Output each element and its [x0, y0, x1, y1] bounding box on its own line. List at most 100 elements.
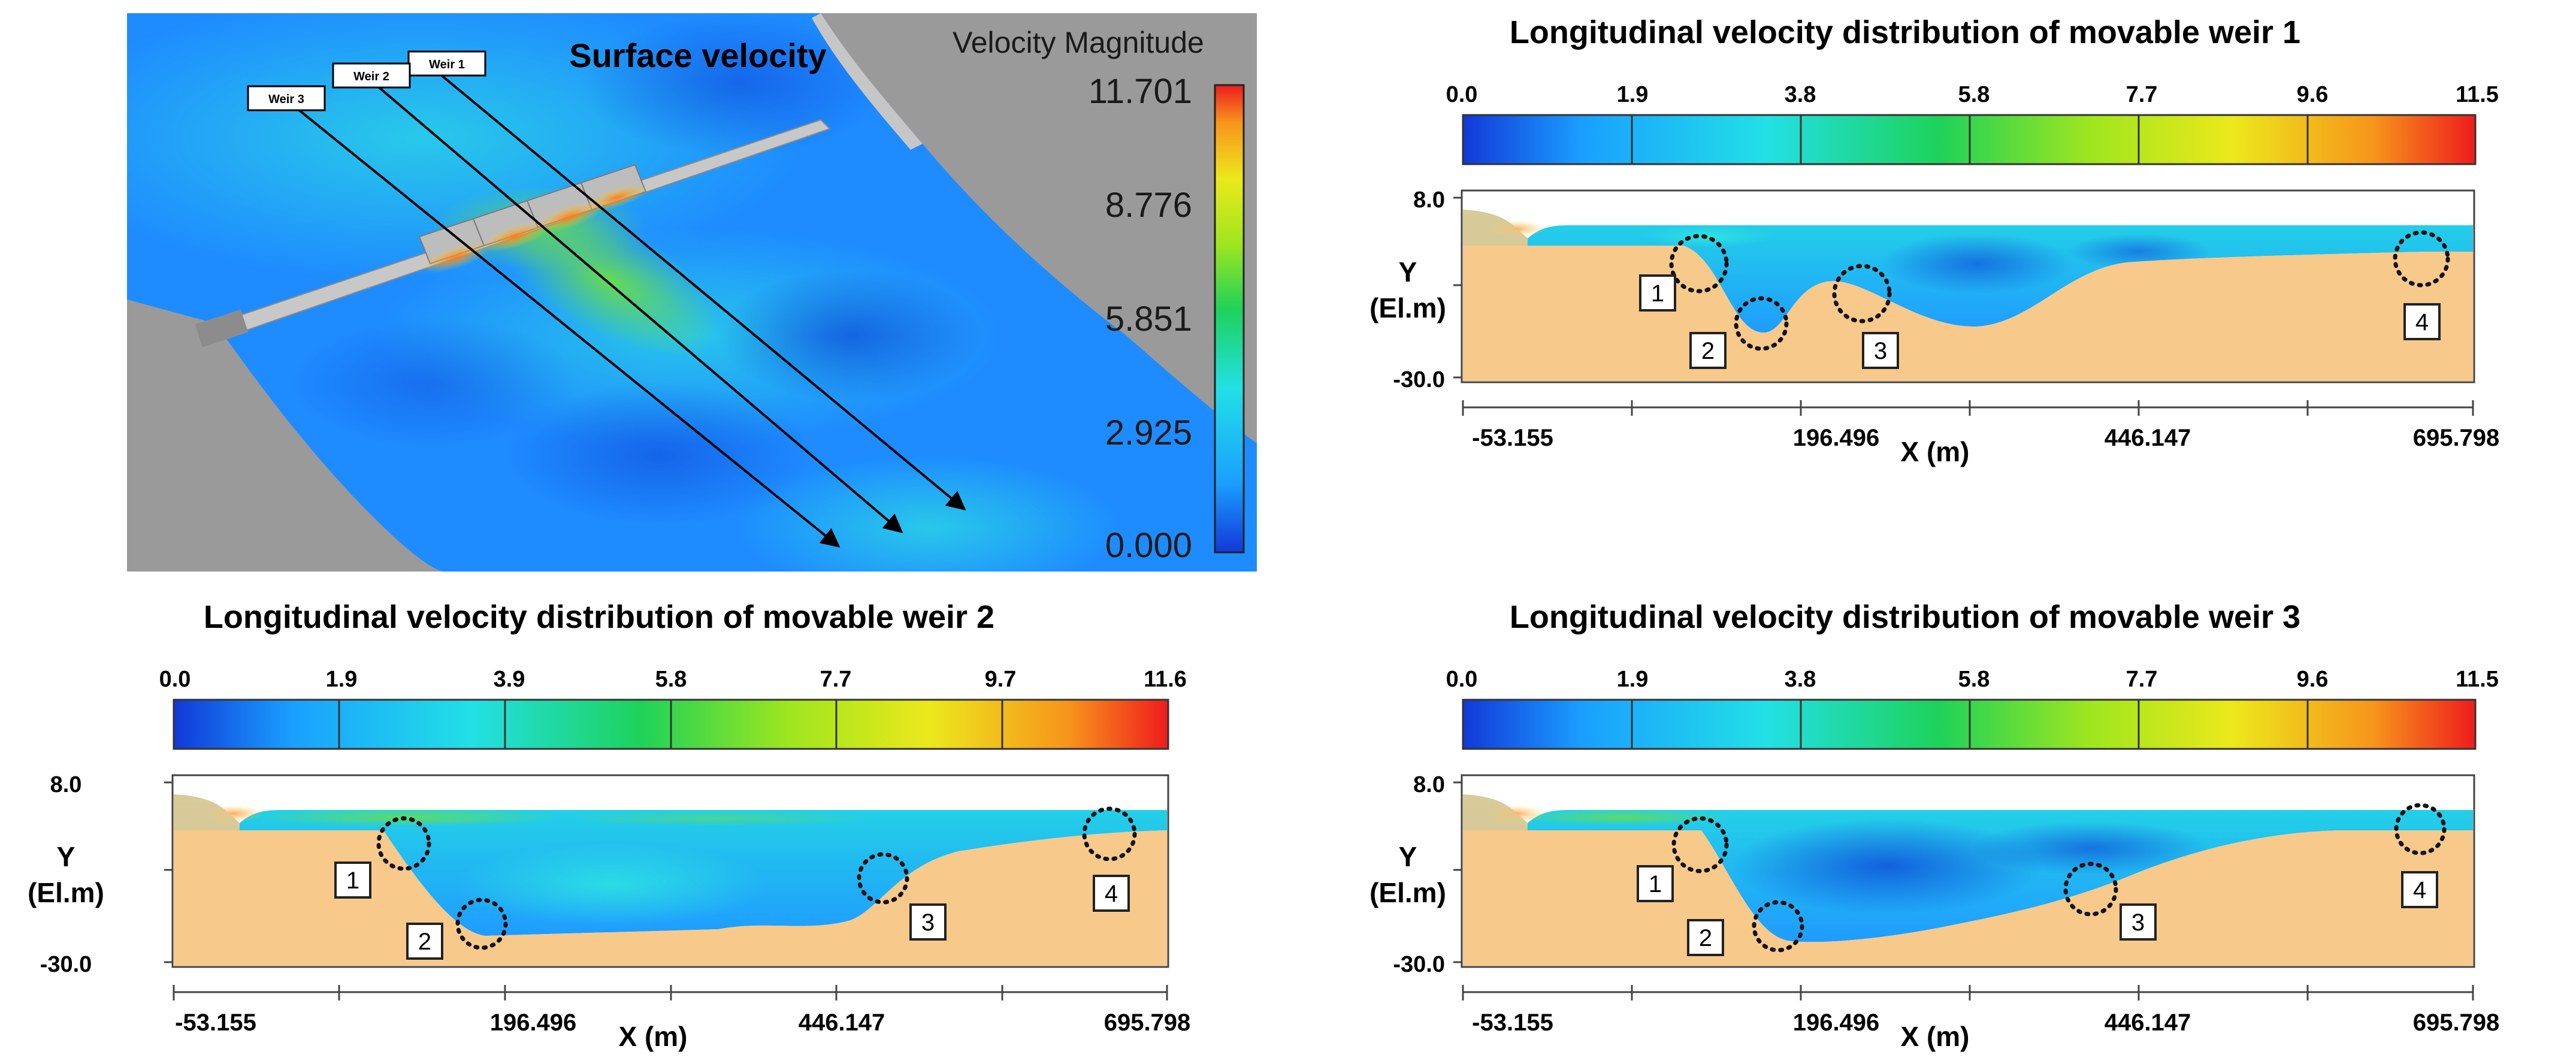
land-right-edge: [812, 13, 923, 150]
svg-text:Weir 1: Weir 1: [429, 58, 465, 71]
colorbar-dividers: [1631, 115, 2309, 164]
x-axis-ticks: [173, 985, 1168, 1000]
weir-2-label: Weir 2: [332, 62, 411, 89]
colorbar-tick-label: 0.0: [1446, 667, 1478, 692]
flow-region: [503, 383, 815, 527]
legend-tick-label: 8.776: [1105, 186, 1192, 225]
x-axis-ticks: [1462, 400, 2474, 416]
weir-abutment: [195, 309, 249, 347]
y-tick-label: 8.0: [50, 772, 82, 797]
colorbar-tick-label: 7.7: [2126, 82, 2158, 107]
colorbar-tick-label: 1.9: [1617, 667, 1649, 692]
y-tick-label: -30.0: [1393, 952, 1445, 977]
land-right-bank: [821, 13, 1257, 443]
x-tick-label: 446.147: [2105, 425, 2191, 451]
panel-title: Longitudinal velocity distribution of mo…: [204, 599, 994, 635]
colorbar-tick-label: 5.8: [1958, 82, 1990, 107]
flow-region: [719, 270, 982, 401]
point-markers: 1 2 3 4: [1639, 274, 2441, 369]
colorbar-dividers: [338, 700, 1003, 749]
high-velocity-zone: [585, 184, 649, 211]
high-velocity-zone: [480, 221, 550, 252]
profile-panel-weir-1: Longitudinal velocity distribution of mo…: [1369, 14, 2499, 467]
svg-text:1: 1: [1649, 871, 1662, 897]
colorbar-tick-label: 0.0: [159, 667, 191, 692]
y-axis-label: (El.m): [1369, 877, 1446, 908]
flow-region: [1881, 234, 2073, 294]
colorbar-tick-label: 5.8: [1958, 667, 1990, 692]
weir-1-label: Weir 1: [407, 50, 486, 77]
x-axis-label: X (m): [1901, 436, 1970, 467]
profile-panel-weir-2: Longitudinal velocity distribution of mo…: [28, 599, 1190, 1052]
x-tick-label: -53.155: [175, 1009, 256, 1036]
land-left-bank: [127, 300, 443, 572]
flow-region: [1641, 226, 1773, 247]
colorbar-tick-label: 0.0: [1446, 82, 1478, 107]
flow-region: [1971, 821, 2211, 875]
svg-text:4: 4: [1105, 881, 1118, 907]
legend-title: Velocity Magnitude: [953, 26, 1204, 59]
x-axis-label: X (m): [1901, 1021, 1970, 1052]
y-axis-ticks: [164, 781, 173, 963]
weir-3-label: Weir 3: [247, 85, 326, 111]
colorbar-tick-label: 11.5: [2456, 667, 2499, 692]
x-tick-label: 196.496: [1793, 1009, 1880, 1036]
weir-1-line: [436, 71, 966, 511]
svg-text:2: 2: [418, 929, 431, 955]
point-markers: 1 2 3 4: [1637, 865, 2438, 956]
colorbar-tick-label: 3.9: [494, 667, 525, 692]
colorbar-tick-label: 7.7: [2126, 667, 2158, 692]
y-axis-label: (El.m): [28, 877, 104, 908]
svg-text:Weir 3: Weir 3: [268, 93, 304, 106]
surface-velocity-panel: Weir 1 Weir 2 Weir 3 Surface velocity Ve…: [127, 13, 1257, 572]
colorbar-tick-label: 9.7: [985, 667, 1017, 692]
colorbar-tick-label: 1.9: [1617, 82, 1649, 107]
x-axis-ticks: [1462, 985, 2474, 1000]
panel-title: Longitudinal velocity distribution of mo…: [1510, 599, 2300, 635]
x-tick-label: 695.798: [1104, 1009, 1191, 1036]
y-axis-label: Y: [57, 841, 75, 872]
svg-text:Weir 2: Weir 2: [353, 70, 389, 83]
svg-text:1: 1: [346, 867, 359, 894]
legend-colorbar: [1214, 84, 1245, 554]
colorbar-dividers: [1631, 700, 2309, 749]
y-axis-label: Y: [1399, 841, 1417, 872]
upstream-sill: [1463, 210, 1528, 246]
y-axis-ticks: [1453, 781, 1462, 963]
svg-text:3: 3: [921, 909, 935, 936]
flow-region: [581, 13, 893, 156]
x-axis-label: X (m): [619, 1021, 688, 1052]
upstream-sill: [1463, 794, 1528, 830]
panel-title: Longitudinal velocity distribution of mo…: [1510, 14, 2300, 50]
colorbar-tick-label: 9.6: [2297, 82, 2329, 107]
x-tick-label: -53.155: [1472, 1009, 1553, 1036]
y-axis-label: (El.m): [1369, 292, 1446, 324]
x-tick-label: 446.147: [799, 1009, 885, 1036]
colorbar-tick-label: 1.9: [326, 667, 358, 692]
high-velocity-zone: [534, 201, 604, 232]
point-circles: [1669, 230, 2450, 351]
svg-text:2: 2: [1699, 925, 1712, 951]
flow-region: [1516, 809, 1731, 826]
x-tick-label: 695.798: [2413, 1009, 2500, 1036]
colorbar-tick-label: 9.6: [2297, 667, 2329, 692]
surface-velocity-title: Surface velocity: [569, 37, 827, 74]
x-tick-label: 196.496: [1793, 425, 1880, 451]
svg-text:2: 2: [1701, 338, 1715, 364]
legend-tick-label: 2.925: [1105, 413, 1192, 452]
colorbar-tick-label: 3.8: [1785, 667, 1816, 692]
legend-tick-label: 0.000: [1105, 526, 1192, 565]
x-tick-label: 695.798: [2413, 425, 2500, 451]
x-tick-label: 196.496: [490, 1009, 577, 1036]
flow-region: [1731, 818, 2043, 914]
y-axis-label: Y: [1399, 256, 1417, 288]
flow-region: [288, 318, 575, 449]
upstream-sill: [174, 794, 240, 830]
colorbar-tick-label: 7.7: [820, 667, 852, 692]
x-tick-label: -53.155: [1472, 425, 1553, 451]
legend-tick-label: 11.701: [1089, 72, 1192, 111]
svg-text:3: 3: [2131, 909, 2145, 936]
point-circles: [1671, 803, 2447, 953]
y-tick-label: 8.0: [1413, 188, 1445, 213]
